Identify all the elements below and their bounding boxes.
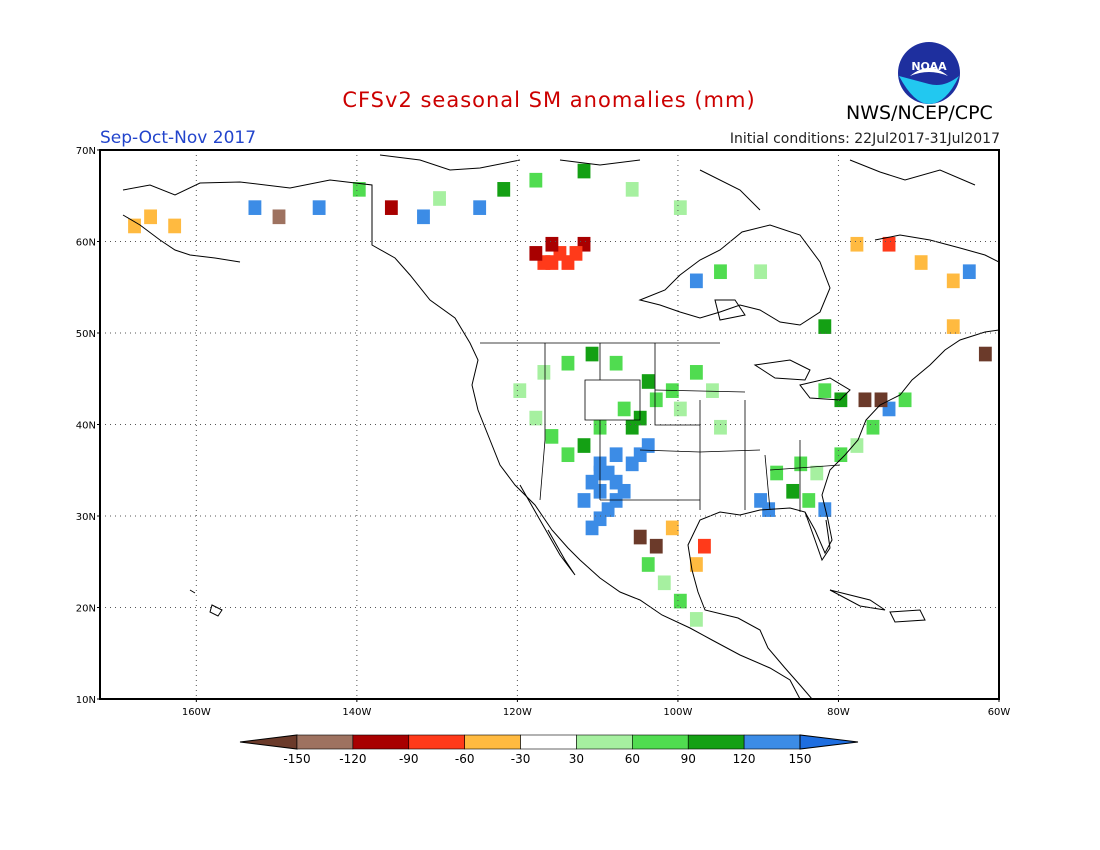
anomaly-cell xyxy=(537,365,551,380)
anomaly-cell xyxy=(697,538,711,554)
anomaly-cell xyxy=(754,264,768,280)
anomaly-cell xyxy=(545,236,559,252)
anomaly-cell xyxy=(585,520,599,536)
anomaly-cell xyxy=(770,465,784,481)
anomaly-cell xyxy=(818,502,832,517)
lon-label-160W: 160W xyxy=(182,707,211,718)
anomaly-cell xyxy=(794,456,808,472)
lat-label-10N: 10N xyxy=(76,695,96,706)
anomaly-cell xyxy=(529,410,543,426)
anomaly-cell xyxy=(689,557,703,572)
anomaly-cell xyxy=(962,264,976,280)
season-label: Sep-Oct-Nov 2017 xyxy=(100,128,257,148)
anomaly-cell xyxy=(569,246,583,261)
anomaly-cell xyxy=(529,246,543,261)
anomaly-cell xyxy=(513,383,527,398)
anomaly-cell xyxy=(714,264,727,280)
lon-label-100W: 100W xyxy=(663,707,692,718)
anomaly-cell xyxy=(272,209,286,225)
anomaly-cell xyxy=(417,209,430,225)
anomaly-cell xyxy=(673,401,687,417)
anomaly-cell xyxy=(577,163,591,179)
anomaly-cell xyxy=(689,273,703,289)
initial-conditions-label: Initial conditions: 22Jul2017-31Jul2017 xyxy=(729,131,1000,147)
anomaly-cell xyxy=(898,392,912,408)
anomaly-cell xyxy=(882,236,896,252)
anomaly-cell xyxy=(649,392,663,408)
anomaly-cell xyxy=(914,255,928,270)
noaa-logo-icon: NOAA xyxy=(898,42,960,104)
longitude-labels: 160W 140W 120W 100W 80W 60W xyxy=(182,699,1011,718)
anomaly-cell xyxy=(834,447,848,463)
anomaly-cell xyxy=(858,392,872,408)
anomaly-cell xyxy=(657,575,671,591)
anomaly-cell xyxy=(673,593,687,609)
anomaly-cell xyxy=(689,612,703,627)
lat-label-30N: 30N xyxy=(76,512,96,523)
anomaly-cell xyxy=(144,209,157,225)
lon-label-80W: 80W xyxy=(827,707,850,718)
latitude-labels: 70N 60N 50N 40N 30N 20N 10N xyxy=(76,146,100,706)
anomaly-cell xyxy=(248,200,262,215)
anomaly-cell xyxy=(577,438,591,453)
anomaly-cell xyxy=(978,346,992,362)
lat-label-60N: 60N xyxy=(76,238,96,249)
anomaly-cell xyxy=(673,200,687,215)
anomaly-cell xyxy=(714,419,727,435)
lat-label-20N: 20N xyxy=(76,604,96,615)
map-title: CFSv2 seasonal SM anomalies (mm) xyxy=(342,88,756,112)
anomaly-cell xyxy=(946,319,960,334)
anomaly-cell xyxy=(641,557,655,572)
anomaly-cell xyxy=(810,465,824,481)
anomaly-cell xyxy=(561,355,575,371)
lon-label-60W: 60W xyxy=(988,707,1011,718)
anomaly-cell xyxy=(946,273,960,289)
anomaly-cell xyxy=(625,182,639,197)
anomaly-cell xyxy=(689,365,703,380)
anomaly-cell xyxy=(641,374,655,389)
anomaly-cell xyxy=(609,355,623,371)
anomaly-cell xyxy=(577,493,591,508)
anomaly-cell xyxy=(641,438,655,453)
lon-label-140W: 140W xyxy=(342,707,371,718)
anomaly-cell xyxy=(850,236,864,252)
anomaly-cell xyxy=(352,182,366,197)
anomaly-cell xyxy=(384,200,398,215)
anomaly-cell xyxy=(545,429,559,444)
anomaly-cell xyxy=(473,200,487,215)
anomaly-cell xyxy=(850,438,864,453)
lat-label-50N: 50N xyxy=(76,329,96,340)
anomaly-cell xyxy=(874,392,888,408)
anomaly-cells xyxy=(128,163,992,627)
anomaly-cell xyxy=(802,493,816,508)
anomaly-cell xyxy=(665,520,679,536)
anomaly-cell xyxy=(585,474,599,490)
anomaly-cell xyxy=(649,538,663,554)
anomaly-cell xyxy=(128,218,141,234)
anomaly-cell xyxy=(818,319,832,334)
anomaly-cell xyxy=(529,172,543,188)
anomaly-cell xyxy=(585,346,599,362)
lon-label-120W: 120W xyxy=(503,707,532,718)
anomaly-cell xyxy=(168,218,182,234)
anomaly-cell xyxy=(617,401,631,417)
anomaly-cell xyxy=(786,483,800,499)
anomaly-cell xyxy=(497,182,511,197)
anomaly-cell xyxy=(312,200,326,215)
anomaly-cell xyxy=(633,529,647,545)
anomaly-cell xyxy=(433,191,446,206)
anomaly-cell xyxy=(609,447,623,463)
agency-label: NWS/NCEP/CPC xyxy=(846,102,993,124)
anomaly-cell xyxy=(818,383,832,398)
anomaly-cell xyxy=(561,447,575,463)
logo-text: NOAA xyxy=(911,60,947,73)
anomaly-cell xyxy=(866,419,880,435)
anomaly-cell xyxy=(706,383,719,398)
lat-label-40N: 40N xyxy=(76,421,96,432)
anomaly-cell xyxy=(617,483,631,499)
lat-label-70N: 70N xyxy=(76,146,96,157)
